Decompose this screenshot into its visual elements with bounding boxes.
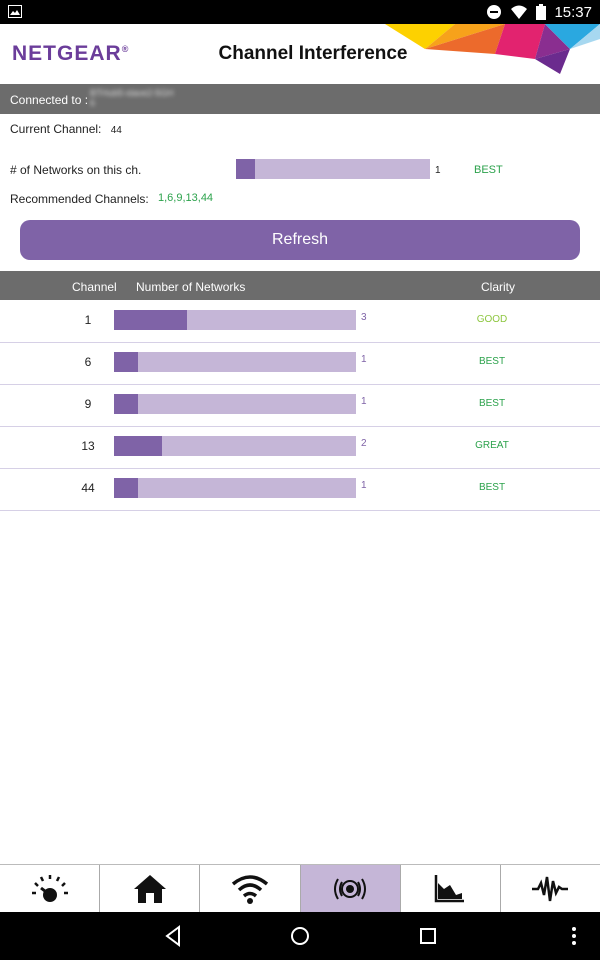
networks-on-channel-bar-fill xyxy=(236,159,256,179)
row-channel: 6 xyxy=(84,355,92,369)
row-channel: 1 xyxy=(84,313,92,327)
nav-channel-interference[interactable] xyxy=(300,865,401,913)
nav-wifi[interactable] xyxy=(200,865,301,913)
row-networks-bar xyxy=(114,394,356,414)
table-row: 1 3 GOOD xyxy=(0,300,600,343)
row-networks-bar-fill xyxy=(114,352,139,372)
connection-bar: Connected to : BTHub5-slave2-5GH 6 xyxy=(0,84,600,114)
row-networks-count: 1 xyxy=(361,480,367,491)
home-icon xyxy=(133,875,166,903)
status-bar: 15:37 xyxy=(0,0,600,24)
do-not-disturb-icon xyxy=(487,5,502,19)
row-clarity: BEST xyxy=(478,482,506,493)
android-navigation-bar xyxy=(0,912,600,960)
page-title: Channel Interference xyxy=(218,43,408,64)
row-networks-count: 2 xyxy=(361,438,367,449)
back-icon[interactable] xyxy=(163,924,183,948)
speedometer-icon xyxy=(31,875,68,902)
table-row: 9 1 BEST xyxy=(0,384,600,427)
signal-broadcast-icon xyxy=(334,878,367,900)
networks-on-channel-count: 1 xyxy=(435,165,441,176)
home-circle-icon[interactable] xyxy=(289,924,311,948)
area-chart-icon xyxy=(435,875,465,903)
header-decoration xyxy=(385,24,600,74)
wifi-icon xyxy=(231,875,269,904)
refresh-button-label: Refresh xyxy=(271,231,329,248)
wifi-icon xyxy=(511,5,528,19)
row-channel: 13 xyxy=(81,439,95,453)
nav-dashboard[interactable] xyxy=(0,865,101,913)
waveform-icon xyxy=(532,876,569,902)
column-header-channel: Channel xyxy=(72,280,117,294)
recommended-channels-value: 1,6,9,13,44 xyxy=(158,192,214,204)
networks-on-channel-label: # of Networks on this ch. xyxy=(10,163,142,177)
row-networks-bar-fill xyxy=(114,394,139,414)
app-header: NETGEAR® Channel Interference xyxy=(0,24,600,84)
nav-home[interactable] xyxy=(100,865,201,913)
column-header-networks: Number of Networks xyxy=(136,280,246,294)
column-header-clarity: Clarity xyxy=(481,280,516,294)
battery-icon xyxy=(536,4,547,20)
row-clarity: BEST xyxy=(478,356,506,367)
current-channel: Current Channel: 44 xyxy=(10,122,122,136)
ssid-value: BTHub5-slave2-5GH 6 xyxy=(90,88,174,108)
row-networks-count: 1 xyxy=(361,396,367,407)
table-row: 6 1 BEST xyxy=(0,342,600,385)
row-networks-bar-fill xyxy=(114,310,187,330)
row-networks-bar xyxy=(114,352,356,372)
row-clarity: GOOD xyxy=(476,314,508,325)
recents-icon[interactable] xyxy=(418,924,438,948)
row-networks-bar-fill xyxy=(114,478,139,498)
netgear-logo: NETGEAR® xyxy=(12,42,130,65)
bottom-nav xyxy=(0,864,600,913)
nav-statistics[interactable] xyxy=(401,865,501,913)
table-row: 13 2 GREAT xyxy=(0,426,600,469)
table-row: 44 1 BEST xyxy=(0,468,600,511)
overflow-menu-icon[interactable] xyxy=(568,924,580,948)
row-networks-bar-fill xyxy=(114,436,163,456)
current-channel-label: Current Channel: xyxy=(10,122,102,136)
row-clarity: BEST xyxy=(478,398,506,409)
channel-table-header: Channel Number of Networks Clarity xyxy=(0,271,600,300)
row-networks-bar xyxy=(114,436,356,456)
row-networks-count: 3 xyxy=(361,312,367,323)
row-networks-bar xyxy=(114,310,356,330)
current-channel-value: 44 xyxy=(110,125,122,136)
row-clarity: GREAT xyxy=(475,440,509,451)
row-networks-count: 1 xyxy=(361,354,367,365)
refresh-button[interactable]: Refresh xyxy=(20,220,580,260)
connected-label: Connected to : xyxy=(10,93,89,107)
row-channel: 44 xyxy=(81,481,95,495)
clock: 15:37 xyxy=(554,3,592,21)
row-networks-bar xyxy=(114,478,356,498)
recommended-channels-label: Recommended Channels: xyxy=(10,192,149,206)
nav-activity[interactable] xyxy=(501,865,600,913)
image-icon xyxy=(8,5,22,18)
networks-on-channel-bar xyxy=(236,159,430,179)
networks-on-channel-clarity: BEST xyxy=(474,164,503,176)
row-channel: 9 xyxy=(84,397,92,411)
